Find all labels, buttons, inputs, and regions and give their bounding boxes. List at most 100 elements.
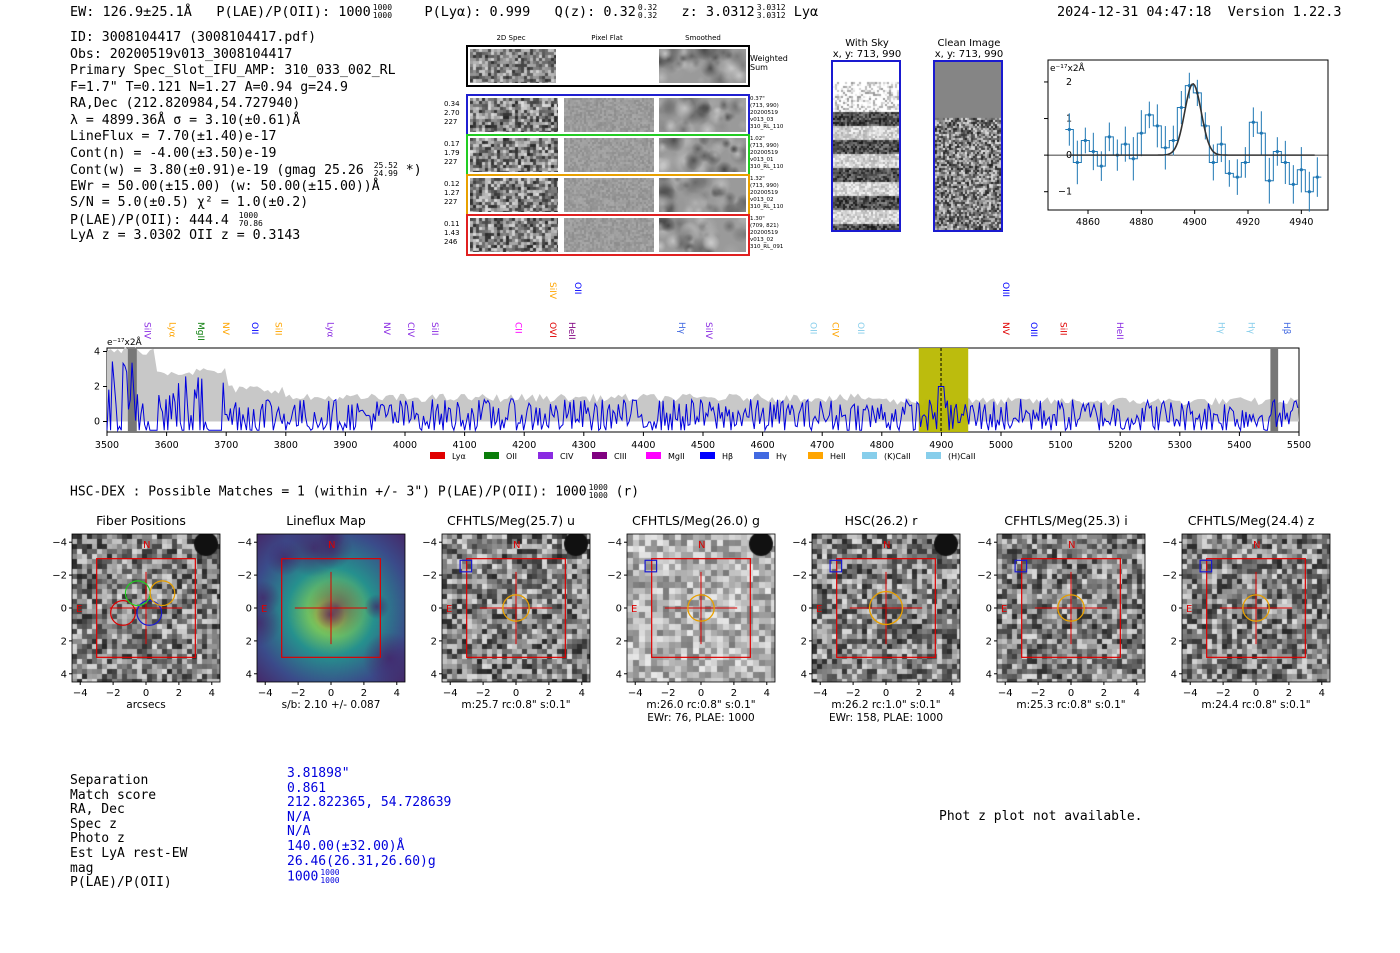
fiber-circle bbox=[149, 580, 176, 607]
data-point bbox=[1291, 182, 1295, 186]
x-tick-label: 5400 bbox=[1227, 440, 1251, 451]
y-tick-label: −2 bbox=[1162, 571, 1177, 582]
y-tick-label: −4 bbox=[237, 538, 252, 549]
gaussian-fit-line bbox=[1069, 82, 1315, 156]
stat-value: 1.27 bbox=[444, 189, 460, 197]
north-label: N bbox=[698, 540, 705, 551]
hsc-panel-caption: m:25.3 rc:0.8" s:0.1" bbox=[1016, 699, 1125, 711]
spec2d-col-title: 2D Spec bbox=[496, 34, 526, 42]
info-line: LineFlux = 7.70(±1.40)e-17 bbox=[70, 129, 277, 144]
hsc-image-svg: N E −4 4 −2 2 0 0 2 −2 4 −4 arcsecs bbox=[52, 533, 221, 711]
meta-value: 310_RL_110 bbox=[750, 204, 784, 210]
spec2d-col-title: Pixel Flat bbox=[591, 34, 623, 42]
y-tick-label: 4 bbox=[616, 669, 622, 680]
emission-line-label: HeII bbox=[566, 322, 576, 340]
y-tick-label: 4 bbox=[801, 669, 807, 680]
hsc-panel-title: CFHTLS/Meg(24.4) z bbox=[1187, 513, 1315, 528]
header-z-hi: 3.0312 bbox=[756, 3, 786, 12]
spec2d-row bbox=[466, 214, 750, 256]
match-label: Match score bbox=[70, 787, 157, 803]
y-tick-label: 2 bbox=[801, 636, 807, 647]
catalog-match-box bbox=[644, 559, 658, 573]
data-point bbox=[1099, 164, 1103, 168]
hsc-image-panels: Fiber Positions N E −4 4 −2 2 0 0 2 −2 4 −4 arcsecs Li… bbox=[50, 510, 1350, 730]
header-timestamp: 2024-12-31 04:47:18 bbox=[1057, 4, 1212, 20]
stat-value: 0.17 bbox=[444, 140, 460, 148]
hsc-panel: HSC(26.2) r N E −4 4 −2 2 0 0 2 −2 4 −4 m:26.2 rc:1.0… bbox=[790, 510, 972, 725]
y-tick-label: 0 bbox=[616, 604, 622, 615]
meta-value: v013_02 bbox=[750, 237, 774, 243]
y-tick-label: 0 bbox=[431, 604, 437, 615]
header-qz-hi: 0.32 bbox=[637, 3, 658, 12]
emission-line-label: OII bbox=[572, 282, 582, 294]
y-tick-label: −4 bbox=[1162, 538, 1177, 549]
x-tick-label: 5100 bbox=[1049, 440, 1073, 451]
spec2d-row-stats: 0.17 1.79 227 bbox=[444, 140, 466, 167]
x-tick-label: 4900 bbox=[1183, 217, 1207, 228]
x-tick-label: −2 bbox=[661, 688, 676, 699]
match-label: Spec z bbox=[70, 816, 117, 832]
legend-label: Hγ bbox=[776, 452, 787, 461]
search-box bbox=[651, 558, 751, 658]
header-qz: Q(z): 0.32 bbox=[554, 4, 636, 20]
info-line: RA,Dec (212.820984,54.727940) bbox=[70, 96, 301, 111]
match-value: 140.00(±32.00)Å bbox=[287, 838, 405, 854]
spec2d-row-stats: 0.11 1.43 246 bbox=[444, 220, 466, 247]
data-point bbox=[1147, 113, 1151, 117]
hsc-panel-caption2: EWr: 76, PLAE: 1000 bbox=[647, 712, 754, 724]
search-box bbox=[466, 558, 566, 658]
meta-value: v013_01 bbox=[750, 157, 774, 163]
data-point bbox=[1315, 175, 1319, 179]
x-tick-label: −4 bbox=[73, 688, 88, 699]
match-value: 212.822365, 54.728639 bbox=[287, 795, 452, 811]
flux-line bbox=[106, 361, 1299, 433]
hsc-dex-title: HSC-DEX : Possible Matches = 1 (within +… bbox=[70, 483, 640, 500]
y-tick-label: −2 bbox=[237, 571, 252, 582]
y-tick-label: 2 bbox=[616, 636, 622, 647]
spec2d-row-meta: 1.30" (709, 821) 20200519 v013_02 310_RL_091 bbox=[750, 216, 800, 251]
emission-line-label: HeII bbox=[1114, 322, 1124, 340]
x-tick-label: 4400 bbox=[631, 440, 655, 451]
info-plae-hi: 1000 bbox=[238, 210, 259, 220]
aperture-circle bbox=[1242, 594, 1270, 622]
legend-label: CIV bbox=[560, 452, 574, 461]
x-tick-label: 4600 bbox=[751, 440, 775, 451]
y-tick-label: −2 bbox=[792, 571, 807, 582]
stat-value: 1.79 bbox=[444, 149, 460, 157]
x-tick-label: 4 bbox=[579, 688, 585, 699]
x-tick-label: 0 bbox=[513, 688, 519, 699]
x-tick-label: 2 bbox=[176, 688, 182, 699]
clean-image bbox=[933, 60, 1003, 232]
data-point bbox=[1139, 131, 1143, 135]
x-tick-label: 4900 bbox=[929, 440, 953, 451]
north-label: N bbox=[1253, 540, 1260, 551]
x-tick-label: 2 bbox=[1286, 688, 1292, 699]
data-point bbox=[1123, 142, 1127, 146]
header-plya: P(Lyα): 0.999 bbox=[424, 4, 531, 20]
weighted-sum-label: Weighted Sum bbox=[750, 54, 788, 72]
north-label: N bbox=[328, 540, 335, 551]
y-tick-label: 4 bbox=[246, 669, 252, 680]
meta-value: (713, 990) bbox=[750, 143, 779, 149]
search-box bbox=[96, 558, 196, 658]
match-table: Separation Match score RA, Dec Spec z Ph… bbox=[70, 773, 187, 891]
info-line: ID: 3008104417 (3008104417.pdf) bbox=[70, 30, 317, 45]
legend-label: MgII bbox=[668, 452, 685, 461]
east-label: E bbox=[1186, 604, 1192, 615]
x-tick-label: 3900 bbox=[333, 440, 357, 451]
emission-line-label: Lyα bbox=[167, 322, 177, 338]
x-tick-label: 4920 bbox=[1236, 217, 1260, 228]
x-tick-label: 5000 bbox=[989, 440, 1013, 451]
aperture-circle bbox=[502, 594, 530, 622]
spec2d-noise bbox=[470, 98, 558, 132]
spec2d-col-title: Smoothed bbox=[685, 34, 721, 42]
legend-label: Lyα bbox=[452, 452, 466, 461]
spec2d-noise bbox=[470, 218, 558, 252]
legend-swatch bbox=[700, 452, 715, 459]
data-point bbox=[1091, 149, 1095, 154]
with-sky-title: With Sky bbox=[845, 38, 889, 49]
meta-value: (713, 990) bbox=[750, 103, 779, 109]
header-z-lo: 3.0312 bbox=[756, 11, 786, 20]
east-label: E bbox=[76, 604, 82, 615]
header-qz-lo: 0.32 bbox=[637, 11, 658, 20]
